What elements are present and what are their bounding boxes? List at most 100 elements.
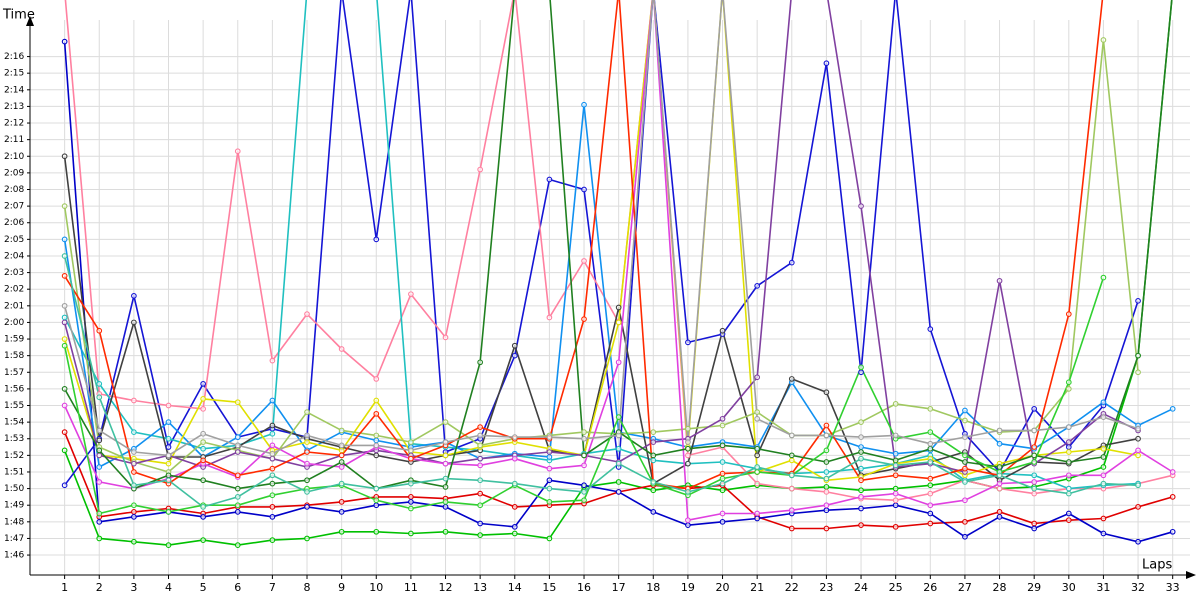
x-tick-label: 13: [473, 581, 487, 594]
lap-point: [96, 479, 103, 485]
lap-point: [650, 452, 657, 459]
lap-point: [373, 485, 380, 492]
lap-point: [927, 475, 934, 482]
lap-point: [581, 258, 587, 264]
series-line: [63, 255, 1139, 508]
series-line: [63, 0, 1139, 482]
lap-point: [373, 410, 380, 417]
lap-point: [823, 422, 830, 429]
lap-point: [927, 520, 934, 527]
lap-point: [338, 480, 345, 487]
lap-point: [996, 440, 1003, 447]
lap-point: [269, 492, 276, 499]
lap-point: [685, 517, 691, 524]
lap-point: [685, 425, 691, 432]
y-tick-label: 1:48: [4, 517, 24, 527]
lap-point: [442, 528, 449, 535]
lap-point: [304, 535, 310, 542]
y-tick-label: 2:01: [4, 301, 24, 311]
lap-point: [615, 432, 622, 439]
lap-point: [61, 236, 68, 243]
lap-point: [1065, 311, 1072, 317]
lap-point: [131, 502, 137, 509]
lap-point: [962, 497, 968, 504]
lap-point: [338, 346, 345, 352]
lap-point: [373, 376, 380, 382]
lap-point: [962, 417, 968, 424]
x-tick-label: 9: [338, 581, 345, 594]
lap-point: [754, 415, 761, 422]
y-tick-label: 1:47: [4, 534, 24, 544]
lap-point: [234, 472, 241, 479]
lap-point: [511, 455, 518, 462]
lap-point: [685, 522, 691, 529]
lap-point: [719, 327, 726, 334]
lap-point: [754, 452, 761, 459]
lap-point: [442, 452, 449, 459]
lap-point: [858, 434, 864, 440]
x-tick-label: 27: [958, 581, 972, 594]
lap-point: [1031, 525, 1038, 532]
lap-point: [373, 452, 380, 459]
lap-point: [858, 455, 864, 462]
x-tick-label: 21: [750, 581, 764, 594]
x-tick-label: 25: [889, 581, 903, 594]
lap-point: [823, 507, 830, 514]
lap-point: [269, 504, 276, 510]
lap-point: [546, 499, 553, 505]
lap-point: [788, 376, 795, 382]
lap-point: [1100, 530, 1107, 537]
lap-point: [234, 509, 241, 515]
x-tick-label: 2: [96, 581, 103, 594]
y-tick-label: 2:00: [4, 318, 24, 328]
lap-point: [1065, 490, 1072, 497]
lap-point: [858, 419, 864, 425]
lap-point: [165, 472, 172, 479]
lap-point: [685, 445, 691, 452]
lap-point: [650, 479, 657, 485]
x-tick-label: 18: [646, 581, 660, 594]
lap-point: [1065, 485, 1072, 492]
lap-point: [927, 490, 934, 497]
x-tick-label: 6: [234, 581, 241, 594]
y-tick-label: 2:16: [4, 52, 24, 62]
lap-point: [131, 460, 137, 467]
lap-point: [823, 432, 830, 439]
lap-point: [719, 415, 726, 422]
lap-point: [754, 510, 761, 517]
lap-point: [996, 513, 1003, 520]
lap-point: [442, 419, 449, 425]
lap-point: [165, 477, 172, 484]
lap-point: [581, 452, 587, 459]
lap-point: [408, 499, 414, 505]
lap-point: [546, 535, 553, 542]
lap-point: [96, 427, 103, 434]
y-tick-label: 2:09: [4, 168, 24, 178]
lap-point: [338, 464, 345, 470]
y-tick-label: 2:03: [4, 268, 24, 278]
lap-point: [511, 342, 518, 349]
lap-point: [892, 462, 899, 469]
x-tick-label: 7: [269, 581, 276, 594]
y-tick-label: 1:57: [4, 368, 24, 378]
lap-point: [962, 434, 968, 440]
lap-point: [96, 535, 103, 542]
lap-point: [269, 430, 276, 437]
lap-point: [719, 459, 726, 465]
y-axis-arrow: [26, 16, 34, 26]
lap-point: [1169, 494, 1176, 500]
lap-point: [823, 60, 830, 67]
lap-point: [61, 38, 68, 45]
lap-point: [1065, 439, 1072, 445]
lap-point: [581, 435, 587, 442]
lap-point: [719, 475, 726, 482]
x-tick-label: 32: [1131, 581, 1145, 594]
x-tick-label: 20: [716, 581, 730, 594]
lap-point: [511, 530, 518, 537]
lap-point: [1065, 517, 1072, 524]
series-line: [63, 156, 1139, 485]
lap-point: [892, 523, 899, 530]
lap-point: [96, 510, 103, 517]
lap-point: [131, 513, 137, 520]
lap-point: [200, 513, 206, 520]
